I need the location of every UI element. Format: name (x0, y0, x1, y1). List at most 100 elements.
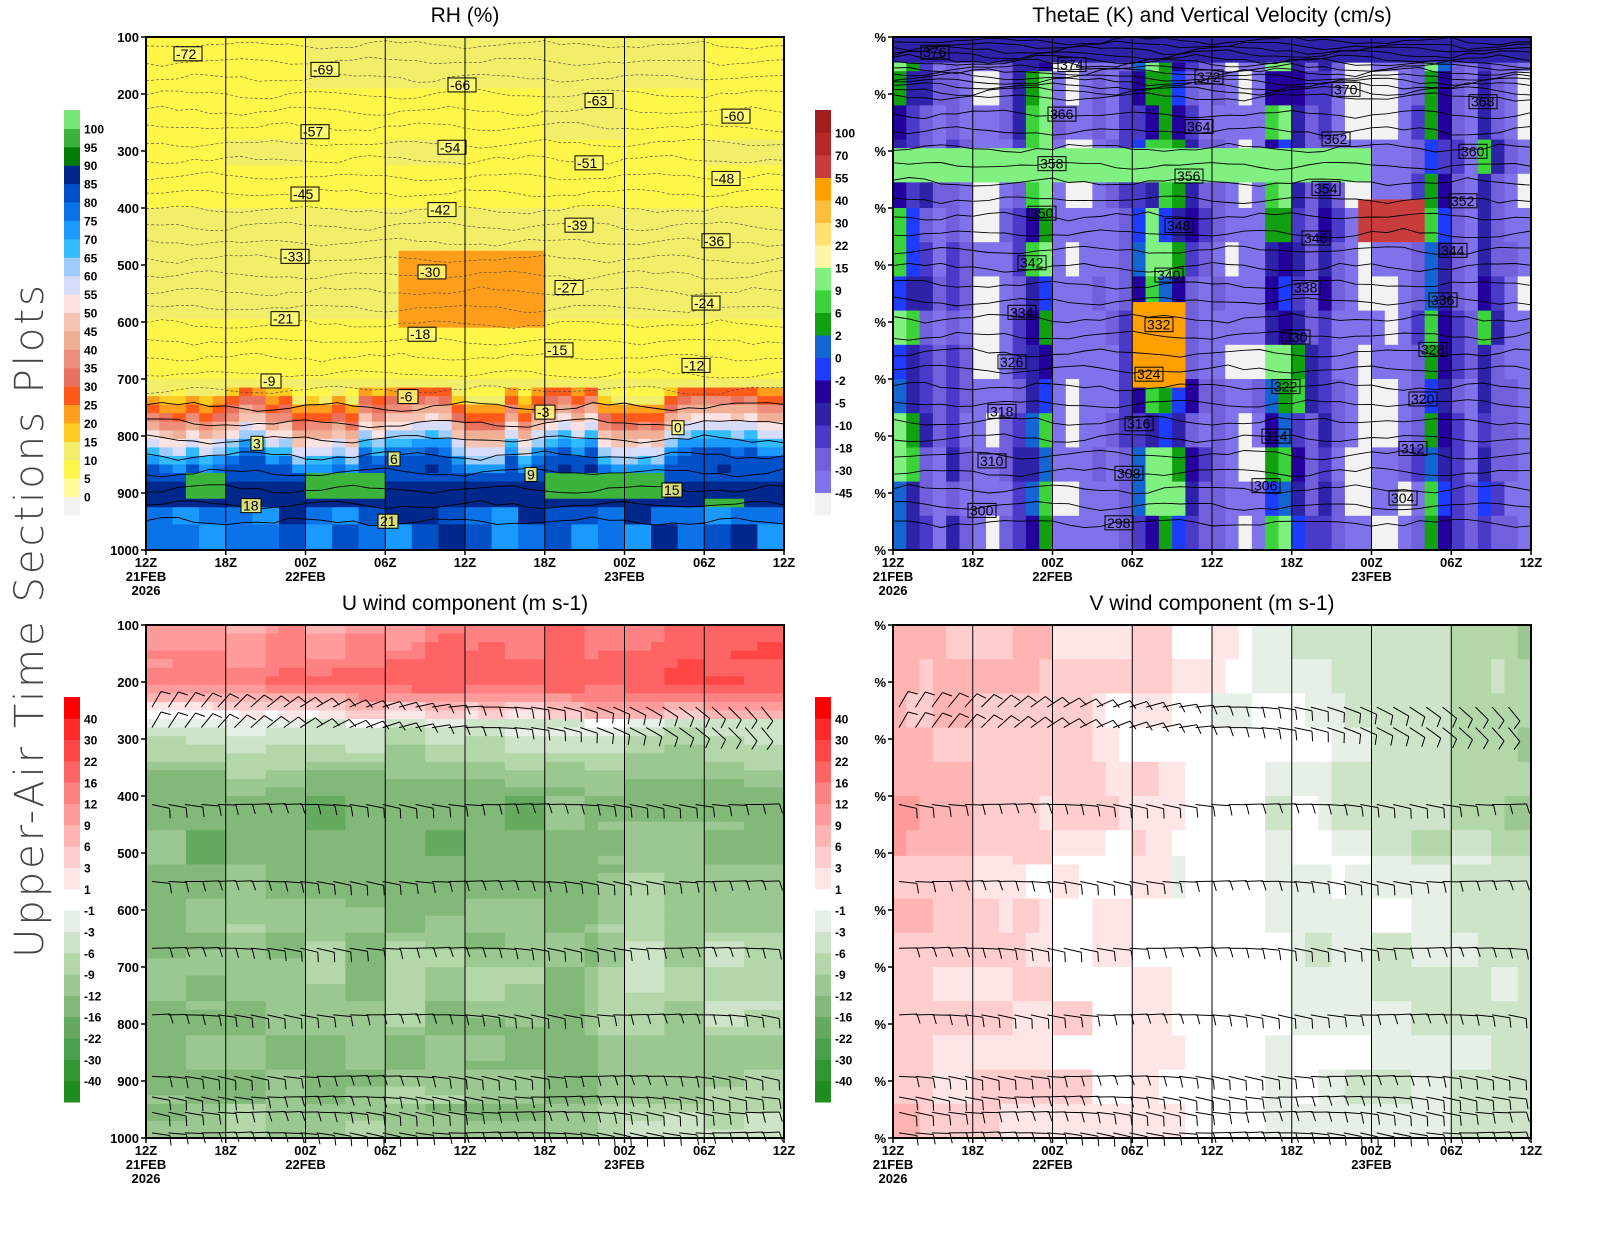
field-cell (770, 293, 785, 303)
field-cell (451, 379, 466, 389)
field-cell (531, 310, 546, 320)
field-cell (1185, 361, 1200, 372)
field-cell (637, 225, 652, 235)
field-cell (292, 79, 307, 89)
field-cell (265, 361, 280, 372)
field-cell (385, 105, 400, 115)
field-cell (332, 481, 346, 491)
field-cell (491, 473, 506, 483)
field-cell (1052, 430, 1067, 440)
field-cell (159, 37, 174, 47)
field-cell (172, 131, 187, 141)
field-cell (1238, 498, 1253, 508)
field-cell (1012, 319, 1027, 329)
field-cell (451, 293, 466, 303)
field-cell (531, 387, 546, 397)
field-cell (398, 413, 413, 423)
field-cell (1172, 122, 1187, 132)
field-cell (946, 507, 961, 517)
field-cell (385, 490, 400, 500)
colorbar-swatch (64, 165, 80, 185)
field-cell (664, 79, 679, 89)
field-cell (1291, 455, 1306, 466)
field-cell (265, 88, 280, 98)
field-cell (371, 173, 386, 183)
field-cell (1251, 165, 1266, 175)
field-cell (451, 62, 466, 72)
field-cell (1238, 404, 1253, 414)
field-cell (1238, 131, 1253, 141)
field-cell (972, 190, 987, 201)
field-cell (146, 96, 160, 106)
field-cell (345, 190, 360, 201)
field-cell (159, 259, 174, 269)
field-cell (199, 293, 214, 303)
field-cell (332, 387, 346, 397)
field-cell (265, 165, 280, 175)
field-cell (318, 361, 333, 372)
field-cell (1305, 233, 1319, 243)
field-cell (371, 54, 386, 64)
field-cell (986, 37, 1000, 47)
field-cell (1212, 524, 1226, 534)
field-cell (1012, 490, 1027, 500)
field-cell (1132, 225, 1147, 235)
field-cell (1132, 284, 1147, 295)
field-cell (451, 173, 466, 183)
field-cell (1225, 421, 1240, 431)
field-cell (893, 387, 907, 397)
field-cell (159, 88, 174, 98)
field-cell (478, 62, 493, 72)
field-cell (1052, 88, 1067, 98)
field-cell (704, 216, 719, 226)
field-cell (999, 62, 1014, 72)
field-cell (1172, 438, 1187, 448)
field-cell (584, 379, 599, 389)
field-cell (959, 379, 974, 389)
field-cell (1305, 464, 1319, 474)
field-cell (651, 45, 665, 55)
field-cell (744, 88, 759, 98)
field-cell (371, 71, 386, 81)
field-cell (411, 148, 426, 158)
field-cell (651, 54, 665, 64)
field-cell (597, 54, 612, 64)
field-cell (651, 327, 665, 337)
field-cell (1305, 361, 1319, 372)
field-cell (1105, 379, 1120, 389)
field-cell (717, 79, 732, 89)
field-cell (225, 524, 240, 534)
field-cell (717, 413, 732, 423)
field-cell (690, 131, 705, 141)
field-cell (1118, 259, 1133, 269)
field-cell (1079, 507, 1093, 517)
field-cell (1039, 190, 1054, 201)
field-cell (292, 421, 307, 431)
field-cell (932, 199, 947, 209)
field-cell (584, 404, 599, 414)
field-cell (1225, 336, 1240, 346)
field-cell (1132, 438, 1147, 448)
field-cell (185, 293, 200, 303)
field-cell (584, 105, 599, 115)
field-cell (1251, 45, 1266, 55)
field-cell (1198, 182, 1213, 192)
field-cell (637, 473, 652, 483)
field-cell (1052, 413, 1067, 423)
field-cell (478, 259, 493, 269)
field-cell (1265, 455, 1280, 466)
field-cell (730, 353, 745, 363)
field-cell (946, 225, 961, 235)
field-cell (504, 242, 519, 252)
field-cell (465, 387, 479, 397)
field-cell (1291, 45, 1306, 55)
field-cell (1198, 156, 1213, 166)
field-cell (932, 165, 947, 175)
field-cell (292, 242, 307, 252)
field-cell (704, 421, 719, 431)
field-cell (239, 370, 253, 380)
field-cell (664, 156, 679, 166)
field-cell (1305, 165, 1319, 175)
field-cell (385, 79, 400, 89)
field-cell (1265, 515, 1280, 525)
